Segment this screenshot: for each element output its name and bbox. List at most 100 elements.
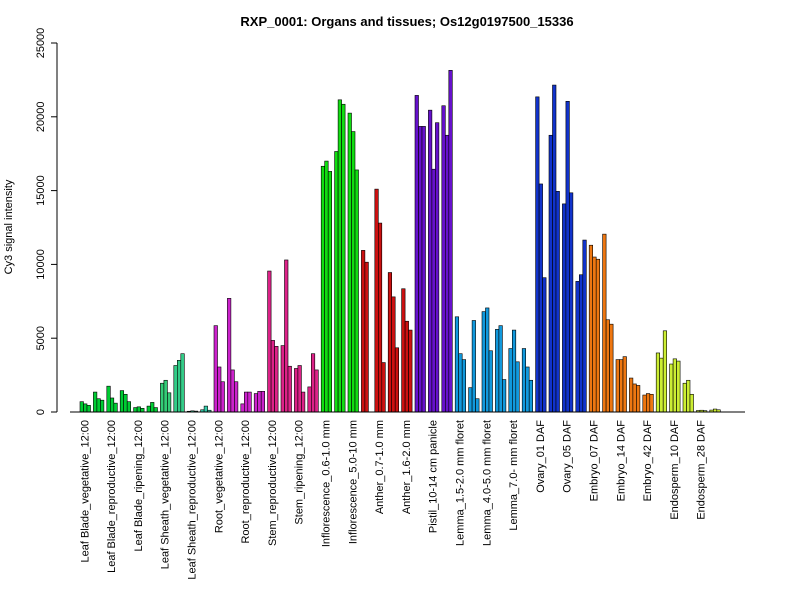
- bar: [408, 329, 413, 413]
- bar: [535, 96, 540, 413]
- bar: [636, 385, 641, 413]
- bar: [592, 256, 597, 413]
- bar: [676, 360, 681, 413]
- bar: [441, 105, 446, 413]
- bar: [110, 397, 115, 413]
- bar: [578, 274, 584, 413]
- bar: [153, 407, 158, 413]
- bar: [642, 394, 647, 413]
- bar: [270, 340, 275, 413]
- bar: [79, 401, 84, 413]
- bar: [495, 329, 500, 413]
- bar: [444, 134, 450, 413]
- bar: [475, 398, 480, 413]
- bar: [334, 151, 339, 413]
- y-tick-label: 10000: [35, 249, 47, 280]
- bar: [180, 353, 185, 413]
- x-tick-label: Ovary_01 DAF: [535, 420, 547, 493]
- bar: [341, 103, 346, 413]
- bar: [619, 359, 624, 413]
- y-axis: 0 5000 10000 15000 20000 25000: [35, 28, 58, 415]
- bar: [244, 391, 249, 413]
- y-tick-label: 15000: [35, 175, 47, 206]
- bar: [324, 160, 329, 413]
- bar: [320, 165, 326, 413]
- bar: [354, 169, 359, 413]
- x-tick-label: Leaf Sheath_reproductive_12:00: [186, 420, 198, 580]
- bar: [632, 383, 637, 413]
- bar: [435, 122, 440, 413]
- bar: [361, 250, 366, 413]
- y-tick-label: 20000: [35, 102, 47, 133]
- bar: [508, 348, 513, 413]
- y-axis-title: Cy3 signal intensity: [3, 179, 15, 274]
- bar: [528, 379, 534, 413]
- bar: [622, 356, 627, 413]
- bar: [364, 261, 369, 413]
- bar: [461, 359, 467, 413]
- bar: [160, 382, 165, 413]
- bar: [310, 353, 316, 413]
- bar: [347, 112, 352, 413]
- bar: [542, 277, 547, 413]
- bar: [230, 369, 235, 413]
- x-tick-label: Root_vegetative_12:00: [213, 420, 225, 533]
- bar: [301, 391, 306, 413]
- bar: [595, 258, 601, 413]
- bar: [569, 192, 574, 413]
- bar: [83, 403, 88, 413]
- bar: [280, 345, 285, 413]
- y-tick-label: 5000: [35, 326, 47, 350]
- bar: [163, 379, 168, 413]
- bar: [86, 405, 91, 413]
- bar: [113, 402, 118, 413]
- bar: [488, 350, 493, 413]
- bar: [401, 288, 406, 413]
- x-tick-label: Root_reproductive_12:00: [240, 420, 252, 544]
- bar: [525, 366, 530, 413]
- bar: [615, 359, 620, 413]
- x-tick-label: Endosperm_10 DAF: [669, 420, 681, 520]
- bar: [481, 311, 486, 413]
- bar: [454, 316, 460, 413]
- x-tick-label: Anther_0.7-1.0 mm: [374, 420, 386, 514]
- bar: [588, 244, 594, 413]
- x-tick-label: Stem_reproductive_12:00: [267, 420, 279, 546]
- bar: [515, 361, 520, 413]
- x-tick-label: Inflorescence_0.6-1.0 mm: [320, 420, 332, 547]
- bar: [575, 281, 580, 413]
- bar: [126, 401, 131, 413]
- bar: [173, 365, 178, 413]
- bar: [257, 391, 262, 413]
- x-tick-label: Endosperm_28 DAF: [696, 420, 708, 520]
- bar: [414, 95, 419, 413]
- bar: [377, 222, 383, 413]
- bar: [682, 382, 687, 413]
- bar: [655, 352, 661, 413]
- bar: [609, 323, 614, 413]
- x-tick-label: Ovary_05 DAF: [562, 420, 574, 493]
- bar: [96, 398, 101, 413]
- bar: [203, 405, 208, 413]
- bar: [428, 109, 433, 413]
- bar: [448, 70, 453, 413]
- bar: [471, 320, 476, 413]
- bar: [394, 347, 400, 413]
- bar: [605, 319, 610, 413]
- y-tick-label: 0: [35, 409, 47, 415]
- bar: [314, 369, 319, 413]
- bar: [284, 259, 289, 413]
- bar: [133, 407, 138, 413]
- bar: [659, 357, 664, 413]
- x-tick-label: Anther_1.6-2.0 mm: [401, 420, 413, 514]
- x-tick-label: Stem_ripening_12:00: [294, 420, 306, 525]
- bar: [294, 368, 299, 413]
- bar: [100, 399, 105, 413]
- bar: [146, 405, 151, 413]
- bar: [217, 366, 222, 413]
- bar: [686, 379, 691, 413]
- bar: [106, 385, 111, 413]
- bar: [327, 171, 333, 413]
- bar: [123, 393, 128, 413]
- y-tick-label: 25000: [35, 28, 47, 59]
